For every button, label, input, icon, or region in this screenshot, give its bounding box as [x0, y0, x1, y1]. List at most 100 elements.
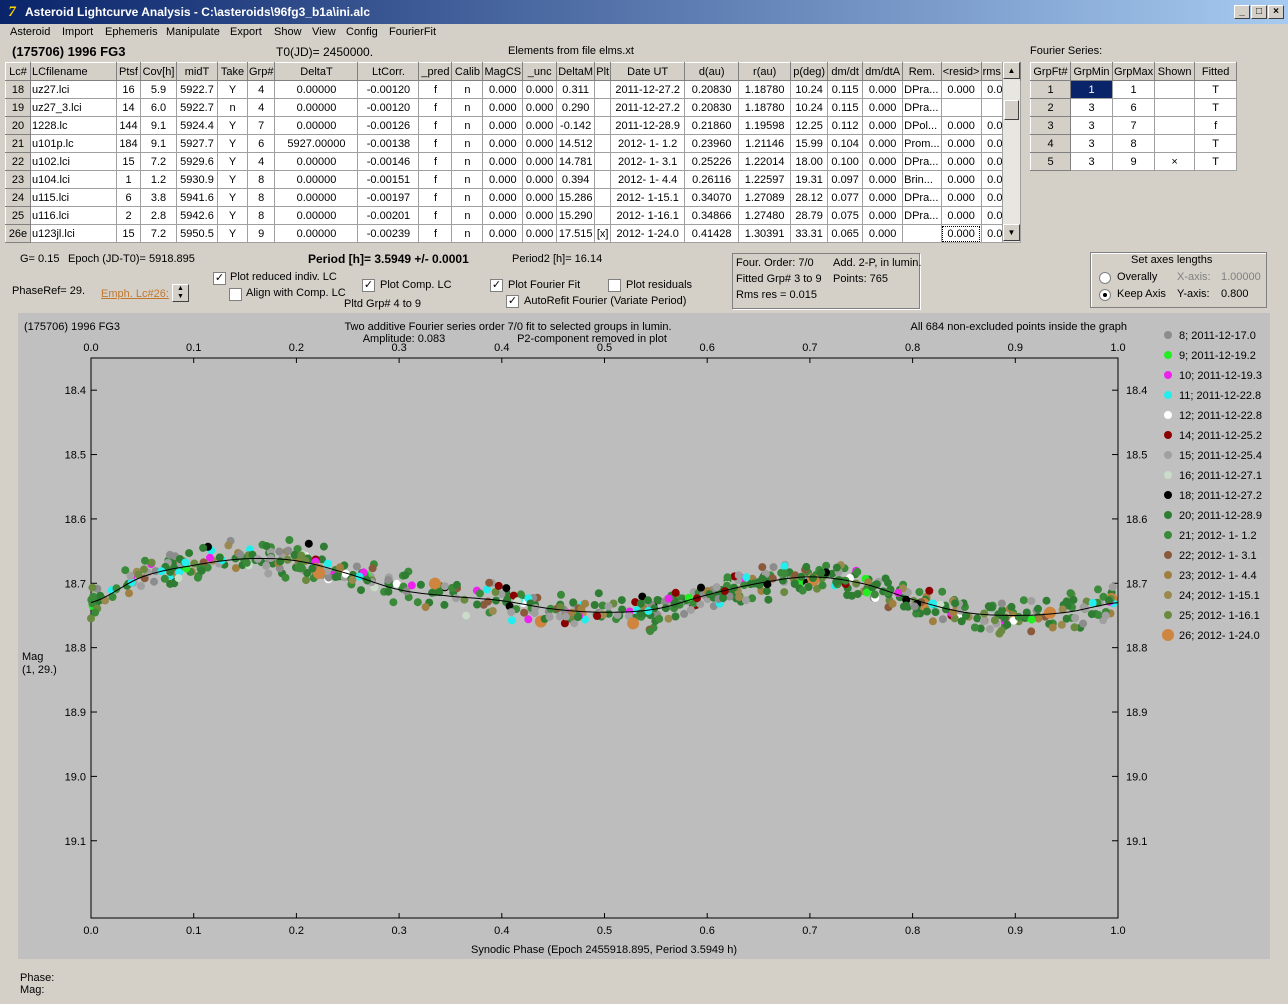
- column-header[interactable]: r(au): [738, 62, 792, 81]
- column-header[interactable]: dm/dtA: [862, 62, 904, 81]
- menu-export[interactable]: Export: [230, 26, 262, 38]
- column-header[interactable]: LtCorr.: [357, 62, 420, 81]
- table-cell[interactable]: 0.000: [940, 134, 982, 153]
- minimize-button[interactable]: _: [1234, 5, 1250, 19]
- table-cell[interactable]: 10.24: [790, 80, 829, 99]
- table-cell[interactable]: 2011-12-27.2: [610, 98, 686, 117]
- row-header[interactable]: 1: [1030, 80, 1071, 99]
- row-header[interactable]: 20: [5, 116, 31, 135]
- table-cell[interactable]: u102.lci: [30, 152, 117, 171]
- table-cell[interactable]: 0.311: [556, 80, 596, 99]
- table-cell[interactable]: ×: [1154, 152, 1196, 171]
- table-cell[interactable]: 5930.9: [176, 170, 218, 189]
- table-cell[interactable]: 5922.7: [176, 98, 218, 117]
- table-cell[interactable]: 5.9: [140, 80, 177, 99]
- table-cell[interactable]: Y: [217, 152, 248, 171]
- menu-config[interactable]: Config: [346, 26, 378, 38]
- table-row[interactable]: 25 u116.lci 2 2.8 5942.6 Y 8 0.00000 -0.00201 f n 0…: [5, 206, 1022, 225]
- table-cell[interactable]: Y: [217, 170, 248, 189]
- table-cell[interactable]: uz27_3.lci: [30, 98, 117, 117]
- table-cell[interactable]: T: [1194, 134, 1238, 153]
- table-cell[interactable]: 0.000: [522, 206, 558, 225]
- table-cell[interactable]: f: [418, 188, 453, 207]
- table-cell[interactable]: 0.000: [522, 188, 558, 207]
- table-cell[interactable]: 1.22597: [738, 170, 792, 189]
- table-cell[interactable]: [902, 224, 942, 243]
- table-cell[interactable]: 0.000: [482, 206, 524, 225]
- table-cell[interactable]: 0.000: [862, 224, 904, 243]
- row-header[interactable]: 2: [1030, 98, 1071, 117]
- table-cell[interactable]: 0.00000: [274, 170, 359, 189]
- table-cell[interactable]: 0.000: [940, 224, 982, 243]
- column-header[interactable]: LCfilename: [30, 62, 117, 81]
- table-cell[interactable]: -0.00120: [357, 98, 420, 117]
- table-cell[interactable]: 8: [246, 188, 276, 207]
- table-cell[interactable]: 3: [1070, 116, 1113, 135]
- column-header[interactable]: Ptsf: [116, 62, 141, 81]
- table-scrollbar[interactable]: ▲ ▼: [1002, 62, 1020, 242]
- table-row[interactable]: 18 uz27.lci 16 5.9 5922.7 Y 4 0.00000 -0.00120 f n…: [5, 80, 1022, 99]
- table-cell[interactable]: 0.00000: [274, 206, 359, 225]
- table-cell[interactable]: 1.27089: [738, 188, 792, 207]
- table-cell[interactable]: 1.2: [140, 170, 177, 189]
- table-cell[interactable]: 2: [116, 206, 141, 225]
- table-cell[interactable]: 9.1: [140, 116, 177, 135]
- table-cell[interactable]: DPra...: [902, 152, 942, 171]
- table-cell[interactable]: 0.394: [556, 170, 596, 189]
- row-header[interactable]: 5: [1030, 152, 1071, 171]
- column-header[interactable]: dm/dt: [827, 62, 864, 81]
- table-cell[interactable]: 12.25: [790, 116, 829, 135]
- row-header[interactable]: 25: [5, 206, 31, 225]
- table-cell[interactable]: 0.20830: [684, 98, 740, 117]
- table-cell[interactable]: 0.000: [940, 188, 982, 207]
- table-cell[interactable]: 6: [1111, 98, 1156, 117]
- table-cell[interactable]: -0.00239: [357, 224, 420, 243]
- table-cell[interactable]: 0.20830: [684, 80, 740, 99]
- table-cell[interactable]: Y: [217, 80, 248, 99]
- table-cell[interactable]: 28.79: [790, 206, 829, 225]
- table-cell[interactable]: DPra...: [902, 80, 942, 99]
- table-cell[interactable]: T: [1194, 152, 1238, 171]
- table-cell[interactable]: 7.2: [140, 224, 177, 243]
- table-row[interactable]: 20 1228.lc 144 9.1 5924.4 Y 7 0.00000 -0.00126 f n…: [5, 116, 1022, 135]
- column-header[interactable]: GrpMin: [1070, 62, 1113, 81]
- emph-spinner[interactable]: ▲ ▼: [172, 284, 189, 302]
- column-header[interactable]: <resid>: [940, 62, 982, 81]
- table-row[interactable]: 26e u123jl.lci 15 7.2 5950.5 Y 9 0.00000 -0.0023…: [5, 224, 1022, 243]
- table-cell[interactable]: u116.lci: [30, 206, 117, 225]
- table-cell[interactable]: 17.515: [556, 224, 596, 243]
- table-cell[interactable]: 1.27480: [738, 206, 792, 225]
- table-cell[interactable]: 6: [246, 134, 276, 153]
- table-row[interactable]: 22 u102.lci 15 7.2 5929.6 Y 4 0.00000 -0.00146 f n…: [5, 152, 1022, 171]
- table-cell[interactable]: [594, 98, 612, 117]
- table-cell[interactable]: 1.30391: [738, 224, 792, 243]
- table-cell[interactable]: 0.000: [522, 224, 558, 243]
- table-cell[interactable]: [594, 170, 612, 189]
- column-header[interactable]: Plt: [594, 62, 612, 81]
- table-row[interactable]: 21 u101p.lc 184 9.1 5927.7 Y 6 5927.00000 -0.001…: [5, 134, 1022, 153]
- table-cell[interactable]: 9: [1111, 152, 1156, 171]
- table-cell[interactable]: 0.000: [940, 206, 982, 225]
- table-cell[interactable]: 1.22014: [738, 152, 792, 171]
- y-axis-value[interactable]: 0.800: [1221, 288, 1249, 300]
- table-cell[interactable]: 4: [246, 80, 276, 99]
- table-cell[interactable]: -0.00138: [357, 134, 420, 153]
- table-cell[interactable]: 3: [1070, 134, 1113, 153]
- column-header[interactable]: _unc: [522, 62, 558, 81]
- emph-lc-link[interactable]: Emph. Lc#26:: [101, 288, 169, 300]
- table-cell[interactable]: [1154, 80, 1196, 99]
- table-cell[interactable]: n: [451, 152, 484, 171]
- table-cell[interactable]: 0.25226: [684, 152, 740, 171]
- fs-row[interactable]: 5 3 9 × T: [1030, 152, 1238, 171]
- column-header[interactable]: Cov[h]: [140, 62, 177, 81]
- table-cell[interactable]: 5927.7: [176, 134, 218, 153]
- table-row[interactable]: 24 u115.lci 6 3.8 5941.6 Y 8 0.00000 -0.00197 f n 0…: [5, 188, 1022, 207]
- table-cell[interactable]: n: [451, 188, 484, 207]
- column-header[interactable]: GrpFt#: [1030, 62, 1071, 81]
- table-cell[interactable]: 14: [116, 98, 141, 117]
- table-row[interactable]: 23 u104.lci 1 1.2 5930.9 Y 8 0.00000 -0.00151 f n 0…: [5, 170, 1022, 189]
- table-cell[interactable]: 9: [246, 224, 276, 243]
- align-checkbox[interactable]: [229, 288, 242, 301]
